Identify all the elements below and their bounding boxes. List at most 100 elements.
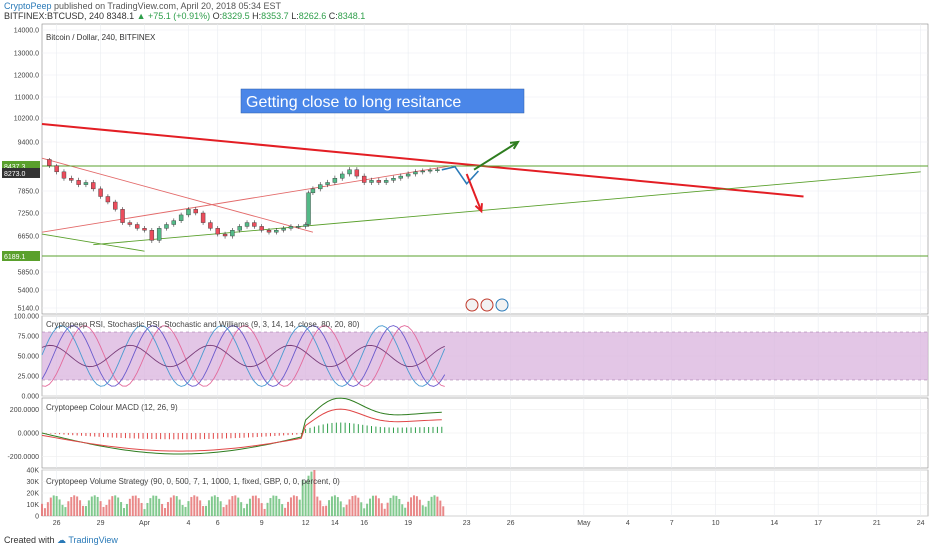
x-tick-label: 16 [360, 520, 368, 527]
volume-bar [266, 502, 269, 516]
volume-bar [304, 481, 307, 516]
volume-bar [325, 505, 328, 516]
volume-bar [134, 495, 137, 516]
volume-bar [140, 502, 143, 516]
volume-bar [202, 506, 205, 516]
candle [435, 169, 440, 171]
volume-bar [354, 495, 357, 516]
price-tag-label: 6189.1 [4, 254, 26, 261]
volume-bar [49, 497, 52, 516]
ind-tick-label: 20K [27, 491, 40, 498]
volume-bar [146, 502, 149, 516]
volume-bar [257, 498, 260, 516]
volume-bar [79, 500, 82, 516]
volume-bar [442, 506, 445, 516]
annotation-box[interactable]: Getting close to long resitance [240, 88, 525, 114]
flag-icon[interactable] [480, 298, 494, 312]
volume-bar [240, 502, 243, 516]
volume-bar [260, 503, 263, 516]
tradingview-logo-icon[interactable]: ☁ [57, 535, 67, 545]
event-icons[interactable] [465, 298, 509, 312]
volume-bar [93, 495, 96, 516]
volume-bar [105, 504, 108, 516]
candle [200, 212, 206, 223]
close-label: C: [328, 11, 338, 21]
tradingview-brand[interactable]: TradingView [68, 535, 118, 545]
volume-bar [430, 496, 433, 516]
oscillator-line [41, 325, 446, 387]
price-tag [2, 160, 40, 171]
volume-bar [169, 497, 172, 516]
flag-icon[interactable] [465, 298, 479, 312]
x-tick-label: May [577, 520, 591, 527]
volume-bar [84, 506, 87, 516]
oscillator-line [41, 344, 445, 368]
volume-bar [175, 496, 178, 516]
candle [54, 165, 59, 173]
volume-bar [184, 506, 187, 516]
volume-bar [322, 506, 325, 516]
volume-bar [125, 503, 128, 516]
candle [376, 180, 382, 183]
volume-bar [366, 503, 369, 516]
y-tick-label: 11000.0 [14, 95, 39, 102]
x-tick-label: 9 [260, 520, 264, 527]
change-arrow-icon: ▲ [136, 11, 146, 21]
green-lower-line [41, 233, 145, 252]
author-link[interactable]: CryptoPeep [4, 1, 52, 11]
volume-bar [307, 475, 310, 516]
ind-tick-label: 25.000 [18, 374, 40, 381]
price-tag [2, 250, 40, 261]
y-tick-label: 9400.0 [18, 140, 40, 147]
candle [369, 180, 374, 183]
volume-bar [345, 504, 348, 516]
volume-bar [410, 497, 413, 516]
volume-bar [152, 495, 155, 516]
volume-bar [415, 496, 418, 516]
volume-bar [295, 496, 298, 516]
volume-bar [76, 496, 79, 516]
volume-bar [369, 498, 372, 516]
volume-bar [67, 501, 70, 516]
publish-info: CryptoPeep published on TradingView.com,… [4, 1, 281, 11]
volume-bar [82, 505, 85, 516]
candle [398, 175, 403, 179]
candle [215, 228, 220, 235]
channel-top-line [41, 157, 314, 233]
created-with-text: Created with [4, 535, 55, 545]
ind-tick-label: 50.000 [18, 354, 40, 361]
volume-bar [339, 501, 342, 516]
volume-bar [251, 495, 254, 516]
candle [61, 171, 67, 179]
chart-title: Bitcoin / Dollar, 240, BITFINEX [46, 33, 156, 42]
candle [230, 230, 235, 237]
symbol-bar: BITFINEX:BTCUSD, 240 8348.1 ▲ +75.1 (+0.… [4, 11, 365, 21]
x-tick-label: 19 [404, 520, 412, 527]
flag-icon[interactable] [495, 298, 509, 312]
open-value: 8329.5 [222, 11, 250, 21]
volume-bar [225, 504, 228, 516]
candle [427, 169, 433, 172]
ind-tick-label: 75.000 [18, 334, 40, 341]
volume-bar [424, 506, 427, 516]
volume-bar [166, 502, 169, 516]
ind-tick-label: -200.0000 [7, 454, 39, 461]
volume-bar [342, 507, 345, 516]
volume-bar [237, 497, 240, 516]
volume-bar [319, 500, 322, 516]
volume-bar [120, 502, 123, 516]
volume-bar [398, 499, 401, 516]
volume-bar [178, 499, 181, 516]
high-value: 8353.7 [261, 11, 289, 21]
price-tag [2, 167, 40, 178]
volume-bar [87, 500, 90, 516]
candle [142, 228, 147, 231]
volume-bar [181, 504, 184, 516]
ind-tick-label: 0.000 [21, 394, 39, 401]
volume-bar [254, 495, 257, 516]
candle [98, 188, 103, 197]
volume-bar [272, 495, 275, 516]
price-change: +75.1 (+0.91%) [148, 11, 211, 21]
ind-tick-label: 40K [27, 468, 40, 475]
